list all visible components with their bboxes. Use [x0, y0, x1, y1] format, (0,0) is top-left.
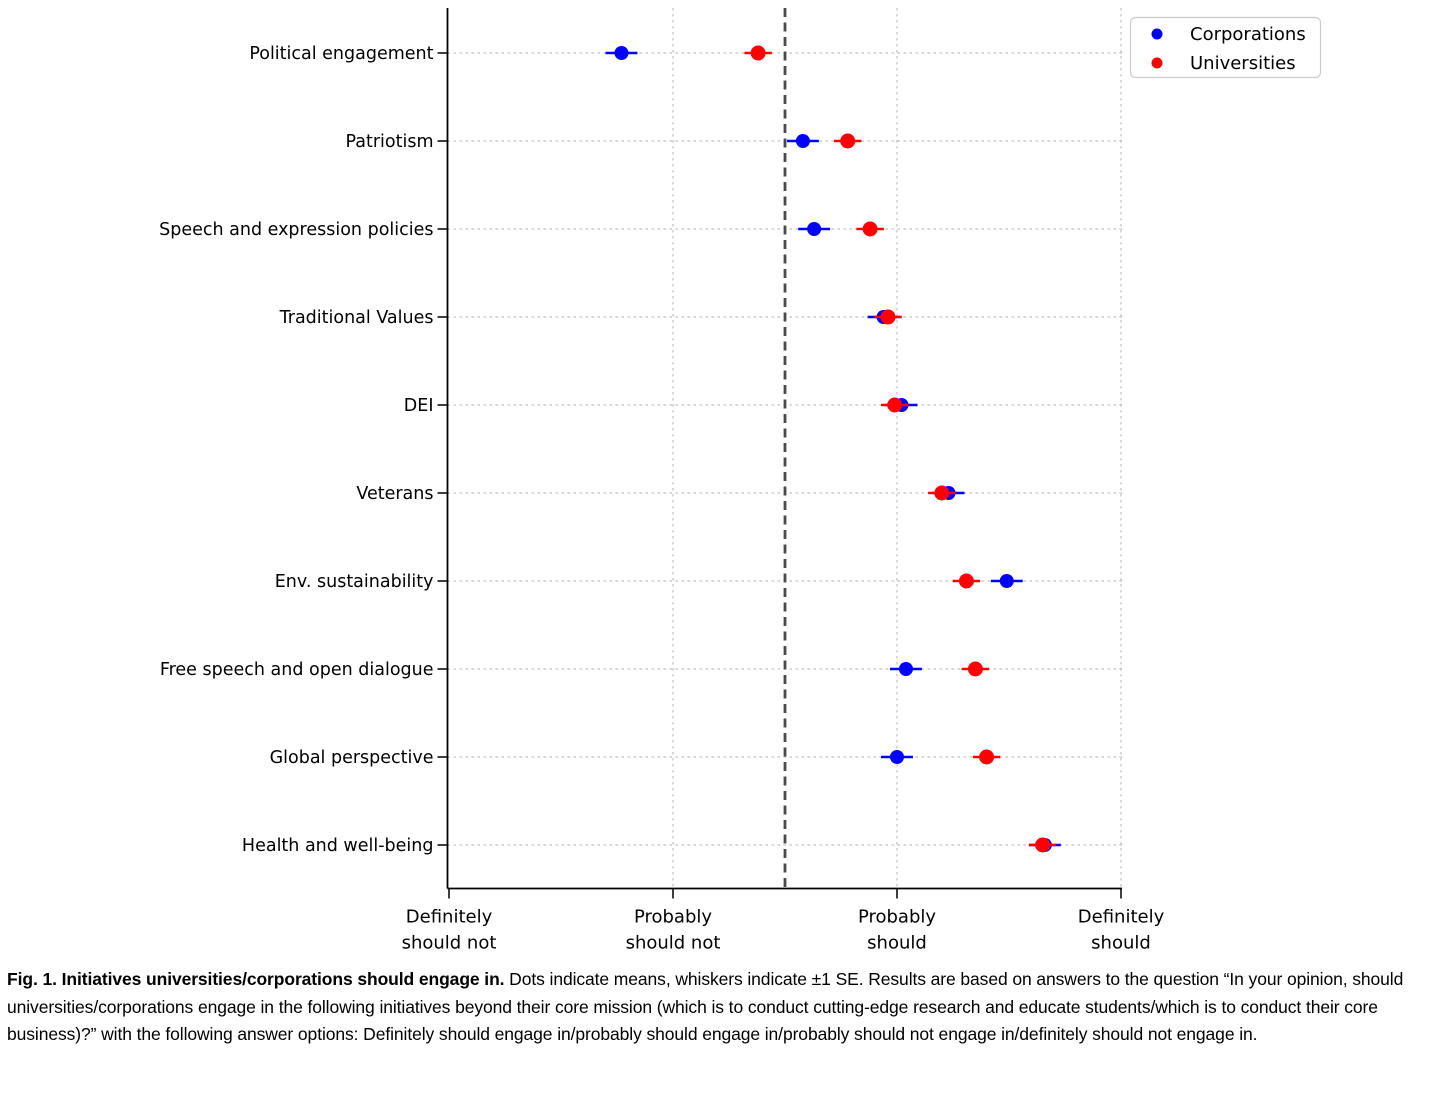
caption-title: Fig. 1. Initiatives universities/corpora… — [7, 969, 505, 989]
y-tick-label: Political engagement — [249, 44, 433, 64]
axes: Political engagement Patriotism Speech and… — [159, 8, 1165, 954]
x-tick-label-line1: Probably — [858, 907, 936, 928]
x-tick-label-line1: Probably — [634, 907, 712, 928]
data-point — [967, 661, 983, 677]
data-point — [862, 221, 878, 237]
x-tick-label-line2: should — [1091, 933, 1151, 954]
data-point — [750, 45, 766, 61]
data-point — [807, 222, 822, 236]
legend-marker — [1151, 28, 1163, 40]
y-tick-label: Veterans — [356, 484, 433, 504]
y-tick-label: Speech and expression policies — [159, 220, 433, 240]
x-tick-label-line1: Definitely — [1078, 907, 1165, 928]
data-point — [840, 133, 856, 149]
data-point — [880, 309, 896, 325]
y-tick-label: Free speech and open dialogue — [160, 660, 434, 680]
caption-body: Dots indicate means, whiskers indicate ±… — [7, 969, 1404, 1044]
series-universities — [744, 45, 1057, 853]
y-tick-label: DEI — [404, 396, 434, 416]
legend-box — [1129, 16, 1322, 79]
x-tick-label-line2: should not — [626, 933, 721, 954]
legend-marker — [1151, 57, 1163, 69]
y-tick-label: Env. sustainability — [275, 572, 434, 592]
legend: Corporations Universities — [1129, 16, 1322, 79]
x-tick-label-line1: Definitely — [406, 907, 493, 928]
chart-canvas: Political engagement Patriotism Speech and… — [159, 8, 1322, 954]
y-tick-label: Patriotism — [345, 132, 433, 152]
data-point — [795, 134, 810, 148]
data-point — [1035, 837, 1051, 853]
data-point — [887, 397, 903, 413]
data-point — [898, 662, 913, 676]
x-tick-label-line2: should — [867, 933, 927, 954]
data-point — [890, 750, 904, 764]
y-tick-label: Health and well-being — [242, 836, 434, 856]
dot-plot-chart: Political engagement Patriotism Speech and… — [159, 8, 1322, 954]
legend-label: Corporations — [1190, 24, 1306, 45]
figure-caption: Fig. 1. Initiatives universities/corpora… — [7, 966, 1451, 1049]
y-tick-label: Global perspective — [270, 748, 434, 768]
data-point — [979, 749, 995, 765]
data-point — [958, 573, 974, 589]
series-corporations — [605, 46, 1061, 852]
x-tick-label-line2: should not — [402, 933, 497, 954]
data-point — [934, 485, 950, 501]
data-point — [614, 46, 629, 60]
data-point — [999, 574, 1014, 588]
legend-label: Universities — [1190, 53, 1296, 74]
y-tick-label: Traditional Values — [279, 308, 434, 328]
